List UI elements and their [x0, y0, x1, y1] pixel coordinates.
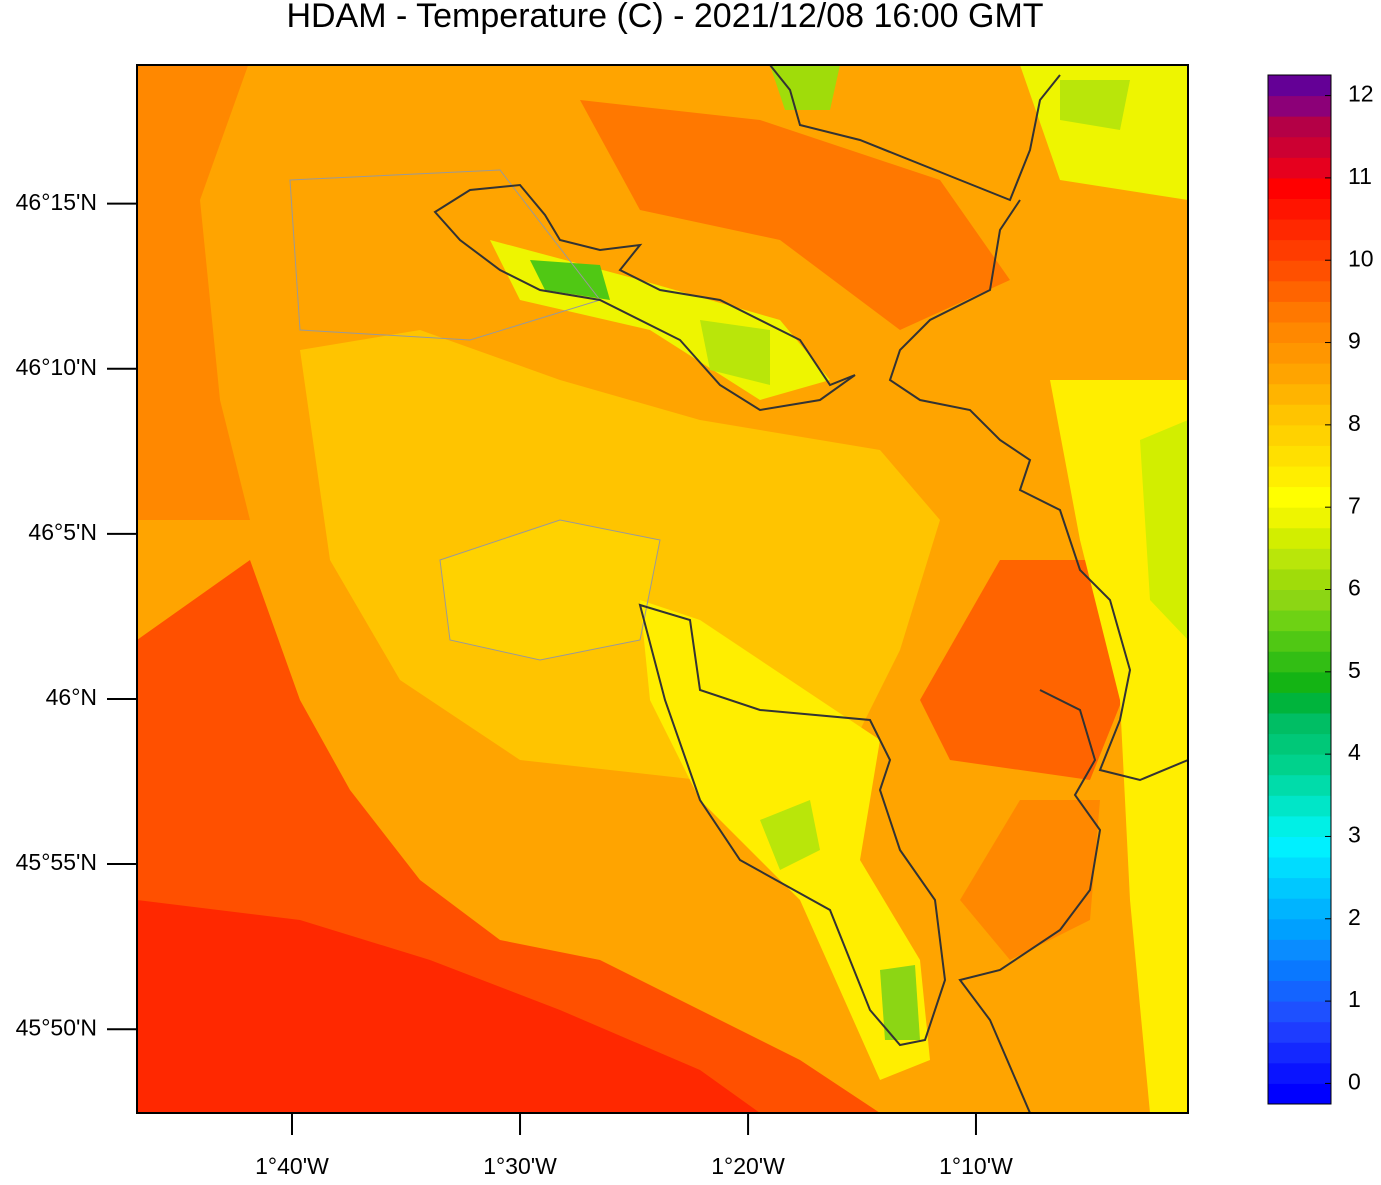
colorbar-box: [1268, 280, 1331, 302]
map-frame: [136, 64, 1189, 1114]
colorbar-box: [1268, 939, 1331, 961]
colorbar-box: [1268, 651, 1331, 673]
colorbar-box: [1268, 1042, 1331, 1064]
colorbar-box: [1268, 219, 1331, 241]
colorbar-label: 0: [1348, 1068, 1361, 1094]
y-tick-label: 46°N: [46, 684, 97, 710]
colorbar-label: 8: [1348, 410, 1361, 436]
colorbar-box: [1268, 404, 1331, 426]
colorbar-box: [1268, 239, 1331, 261]
colorbar-label: 5: [1348, 657, 1361, 683]
colorbar-box: [1268, 424, 1331, 446]
colorbar-box: [1268, 815, 1331, 837]
colorbar-box: [1268, 363, 1331, 385]
colorbar-box: [1268, 630, 1331, 652]
map-title: HDAM - Temperature (C) - 2021/12/08 16:0…: [286, 0, 1043, 35]
colorbar-label: 4: [1348, 739, 1361, 765]
colorbar-label: 7: [1348, 492, 1361, 518]
colorbar-box: [1268, 712, 1331, 735]
colorbar-box: [1268, 568, 1331, 590]
colorbar-box: [1268, 95, 1331, 117]
colorbar-box: [1268, 75, 1331, 97]
colorbar-box: [1268, 260, 1331, 282]
y-tick-label: 46°10'N: [16, 354, 97, 380]
colorbar-box: [1268, 1062, 1331, 1084]
colorbar-box: [1268, 116, 1331, 138]
colorbar-box: [1268, 1083, 1331, 1105]
colorbar-box: [1268, 486, 1331, 508]
colorbar-box: [1268, 774, 1331, 796]
colorbar-box: [1268, 589, 1331, 611]
colorbar-box: [1268, 466, 1331, 488]
colorbar-box: [1268, 980, 1331, 1002]
colorbar-label: 6: [1348, 575, 1361, 601]
colorbar-box: [1268, 610, 1331, 632]
colorbar-box: [1268, 136, 1331, 158]
colorbar-box: [1268, 877, 1331, 899]
colorbar-box: [1268, 548, 1331, 570]
colorbar-label: 2: [1348, 904, 1361, 930]
colorbar-box: [1268, 445, 1331, 467]
y-tick-label: 46°5'N: [28, 519, 97, 545]
colorbar-box: [1268, 383, 1331, 405]
colorbar-box: [1268, 321, 1331, 344]
colorbar-box: [1268, 836, 1331, 858]
colorbar-box: [1268, 692, 1331, 714]
colorbar-box: [1268, 157, 1331, 179]
colorbar-box: [1268, 918, 1331, 940]
colorbar-box: [1268, 795, 1331, 817]
colorbar-box: [1268, 959, 1331, 982]
y-tick-label: 46°15'N: [16, 189, 97, 215]
colorbar-box: [1268, 733, 1331, 755]
colorbar-label: 9: [1348, 328, 1361, 354]
colorbar-box: [1268, 1001, 1331, 1023]
colorbar-box: [1268, 177, 1331, 199]
x-tick-label: 1°40'W: [255, 1153, 329, 1179]
colorbar-box: [1268, 342, 1331, 364]
temperature-field: [137, 65, 1188, 1113]
x-tick-label: 1°20'W: [711, 1153, 785, 1179]
y-tick-label: 45°50'N: [16, 1014, 97, 1040]
colorbar-label: 1: [1348, 986, 1361, 1012]
x-tick-label: 1°30'W: [483, 1153, 557, 1179]
colorbar-box: [1268, 301, 1331, 323]
colorbar-label: 12: [1348, 81, 1374, 107]
colorbar-box: [1268, 198, 1331, 220]
colorbar-label: 3: [1348, 822, 1361, 848]
y-tick-label: 45°55'N: [16, 849, 97, 875]
colorbar-box: [1268, 1021, 1331, 1043]
colorbar-box: [1268, 507, 1331, 529]
x-tick-label: 1°10'W: [939, 1153, 1013, 1179]
colorbar-box: [1268, 754, 1331, 776]
colorbar-box: [1268, 671, 1331, 693]
colorbar-label: 11: [1348, 163, 1372, 189]
colorbar-label: 10: [1348, 245, 1374, 271]
colorbar-box: [1268, 898, 1331, 920]
colorbar-box: [1268, 527, 1331, 549]
colorbar-box: [1268, 857, 1331, 879]
